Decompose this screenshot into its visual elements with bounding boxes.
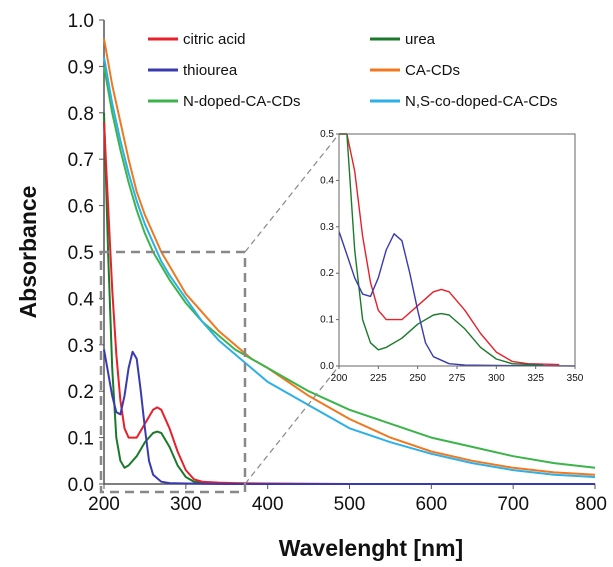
legend-label-n-doped-ca-cds: N-doped-CA-CDs [183,93,301,110]
x-tick-label: 400 [252,494,284,515]
y-tick-label: 0.2 [68,382,94,403]
x-tick-label: 500 [334,494,366,515]
x-axis-title: Wavelenght [nm] [279,535,463,561]
inset-ticks: 0.0 0.1 0.2 0.3 0.4 0.5 200 225 250 275 300 325 350 [320,129,584,384]
inset-x-tick-label: 350 [567,373,584,384]
x-tick-label: 300 [170,494,202,515]
zoom-indicator [99,133,340,494]
legend-label-thiourea: thiourea [183,62,238,79]
y-tick-label: 0.0 [68,475,94,496]
zoom-connector-top [244,133,340,253]
inset-x-tick-label: 225 [370,373,387,384]
series-line-thiourea [103,349,595,485]
y-tick-label: 0.6 [68,197,94,218]
inset-series-line-urea [339,133,544,366]
y-tick-label: 0.5 [68,243,94,264]
inset-y-tick-label: 0.2 [320,268,334,279]
inset-background [339,134,575,366]
main-series [103,38,596,485]
y-tick-label: 0.4 [68,289,95,310]
inset-x-tick-label: 250 [409,373,426,384]
legend-label-citric-acid: citric acid [183,31,246,48]
inset-y-tick-label: 0.5 [320,129,334,140]
y-tick-label: 1.0 [68,11,94,32]
inset-x-tick-label: 325 [527,373,544,384]
inset-series-line-citric-acid [339,133,560,366]
legend: citric acid urea thiourea CA-CDs N-doped-CA-… [148,31,558,110]
main-ticks: 0.0 0.1 0.2 0.3 0.4 0.5 0.6 0.7 0.8 0.9 1.0 200 300 4… [68,11,607,515]
y-tick-label: 0.7 [68,150,94,171]
inset-series-line-thiourea [338,231,576,367]
inset-x-tick-label: 200 [331,373,348,384]
series-line-n-doped-ca-cds [103,66,596,469]
inset-chart: 0.0 0.1 0.2 0.3 0.4 0.5 200 225 250 275 300 325 350 [320,129,584,384]
series-line-ca-cds [103,38,596,476]
x-tick-label: 200 [88,494,120,515]
x-tick-label: 800 [575,494,607,515]
y-axis-title: Absorbance [15,186,41,319]
x-tick-label: 700 [497,494,529,515]
inset-y-tick-label: 0.4 [320,175,334,186]
inset-y-tick-label: 0.3 [320,222,334,233]
inset-y-tick-label: 0.1 [320,315,334,326]
inset-series [338,133,576,367]
x-tick-label: 600 [415,494,447,515]
y-tick-label: 0.8 [68,104,94,125]
y-tick-label: 0.3 [68,336,94,357]
inset-y-tick-label: 0.0 [320,361,334,372]
zoom-box [99,250,247,494]
inset-x-tick-label: 300 [488,373,505,384]
y-tick-label: 0.1 [68,429,94,450]
legend-label-urea: urea [405,31,436,48]
zoom-connector-bottom [244,365,340,485]
y-tick-label: 0.9 [68,57,94,78]
legend-label-ca-cds: CA-CDs [405,62,460,79]
series-line-n-s-co-doped-ca-cds [103,56,596,478]
legend-label-n-s-co-doped-ca-cds: N,S-co-doped-CA-CDs [405,93,558,110]
inset-x-tick-label: 275 [449,373,466,384]
